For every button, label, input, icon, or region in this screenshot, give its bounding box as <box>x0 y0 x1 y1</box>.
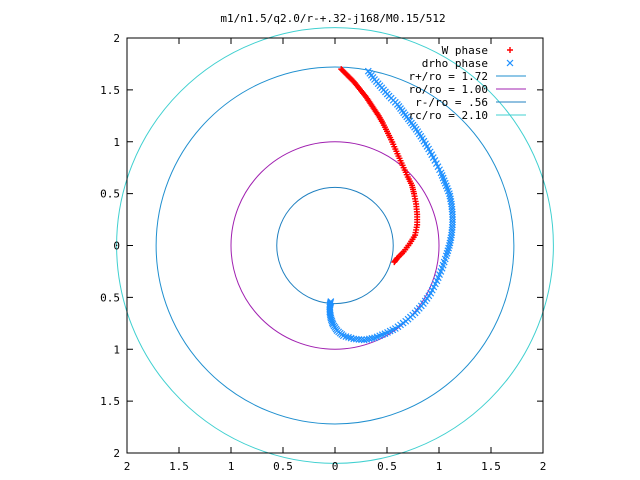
x-tick-label: 1.5 <box>169 460 189 473</box>
drho-phase-point <box>447 234 455 242</box>
drho-phase-point <box>446 192 454 200</box>
legend-label: drho phase <box>422 57 488 70</box>
y-tick-label: 1.5 <box>100 395 120 408</box>
drho-phase-point <box>449 218 456 226</box>
drho-phase-point <box>363 335 371 343</box>
radius-circles <box>116 27 554 464</box>
legend-key-drho-phase <box>506 59 514 67</box>
x-tick-label: 1.5 <box>481 460 501 473</box>
drho-phase-markers <box>326 67 456 344</box>
drho-phase-point <box>447 236 454 244</box>
drho-phase-point <box>368 334 376 342</box>
y-tick-label: 2 <box>113 32 120 45</box>
radius-circle <box>116 27 554 464</box>
radius-circle <box>230 141 440 350</box>
x-tick-label: 1 <box>436 460 443 473</box>
x-tick-label: 2 <box>540 460 547 473</box>
drho-phase-point <box>446 239 454 247</box>
y-tick-label: 1 <box>113 136 120 149</box>
drho-phase-point <box>445 190 453 198</box>
legend-label: r-/ro = .56 <box>415 96 488 109</box>
legend-label: rc/ro = 2.10 <box>409 109 488 122</box>
w-phase-point <box>391 259 398 266</box>
drho-phase-point <box>449 210 456 218</box>
chart-title: m1/n1.5/q2.0/r-+.32-j168/M0.15/512 <box>220 12 445 25</box>
drho-phase-point <box>448 231 455 239</box>
w-phase-markers <box>338 66 421 266</box>
y-tick-label: 2 <box>113 447 120 460</box>
drho-phase-point <box>447 195 454 203</box>
y-tick-label: 1 <box>113 343 120 356</box>
w-phase-point <box>392 258 399 265</box>
y-tick-label: 0.5 <box>100 291 120 304</box>
x-tick-label: 0 <box>332 460 339 473</box>
drho-phase-point <box>449 213 456 221</box>
drho-phase-point <box>327 298 335 305</box>
legend-label: W phase <box>442 44 488 57</box>
x-tick-label: 2 <box>124 460 131 473</box>
x-tick-label: 0.5 <box>273 460 293 473</box>
legend-label: r+/ro = 1.72 <box>409 70 488 83</box>
legend-key-w-phase <box>507 47 513 53</box>
drho-phase-point <box>448 208 456 216</box>
legend-label: ro/ro = 1.00 <box>409 83 488 96</box>
y-tick-label: 0.5 <box>100 188 120 201</box>
y-tick-label: 1.5 <box>100 84 120 97</box>
y-tick-label: 0 <box>113 240 120 253</box>
radius-circle <box>276 186 394 305</box>
radius-circle <box>155 66 515 425</box>
drho-phase-point <box>365 335 373 343</box>
drho-phase-point <box>449 216 456 223</box>
drho-phase-point <box>371 334 378 342</box>
axis-ticks: 2 1.5 1 0.5 0 0.5 1 1.5 221.510.500.511.52 <box>100 32 546 473</box>
x-tick-label: 1 <box>228 460 235 473</box>
drho-phase-point <box>352 335 360 343</box>
x-tick-label: 0.5 <box>377 460 397 473</box>
